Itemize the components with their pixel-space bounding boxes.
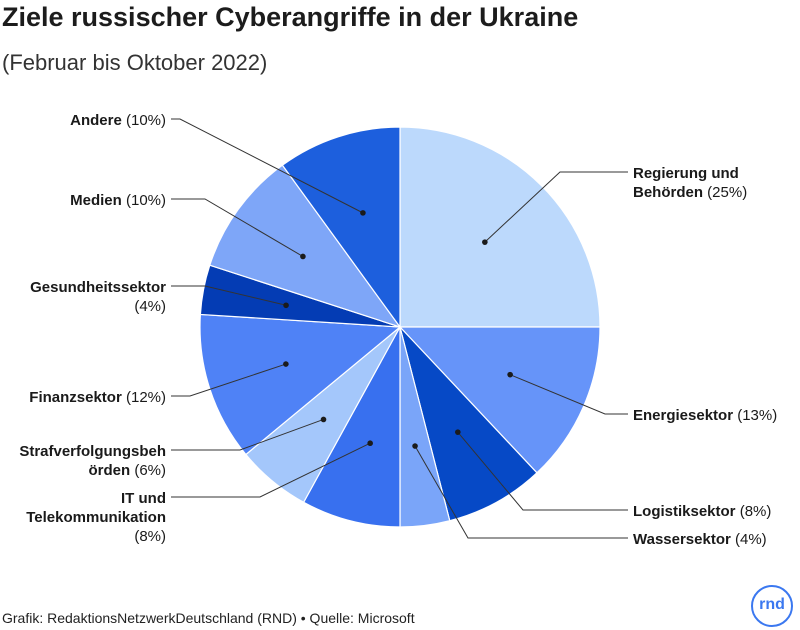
leader-dot-3: [455, 429, 461, 435]
leader-line-10: [171, 118, 364, 214]
rnd-logo: rnd: [751, 585, 793, 627]
pie-slice-1: [399, 126, 601, 328]
slice-label-7: Finanzsektor (12%): [29, 389, 166, 406]
slice-label-1: Regierung und Behörden (25%): [633, 165, 747, 201]
leader-dot-9: [300, 253, 306, 260]
slice-label-10: Andere (10%): [70, 112, 166, 129]
leader-dot-7: [283, 361, 289, 367]
slice-label-3: Logistiksektor (8%): [633, 503, 771, 520]
leader-dot-6: [320, 416, 327, 423]
leader-line-2: [509, 374, 628, 415]
leader-line-1: [484, 171, 628, 243]
pie-chart: Regierung und Behörden (25%) Energiesektor…: [19, 112, 777, 548]
leader-dot-5: [367, 440, 373, 447]
leader-line-8: [171, 285, 287, 306]
leader-dot-4: [412, 443, 418, 449]
leader-dot-10: [360, 210, 366, 216]
slice-label-9: Medien (10%): [70, 192, 166, 209]
pie-slice-2: [398, 326, 601, 474]
source-credit: Grafik: RedaktionsNetzwerkDeutschland (R…: [2, 610, 415, 626]
chart-title: Ziele russischer Cyberangriffe in der Uk…: [2, 2, 579, 32]
leader-line-6: [171, 418, 324, 451]
pie-slice-10: [281, 126, 401, 329]
leader-line-9: [171, 198, 304, 257]
leader-line-5: [171, 442, 371, 498]
slice-label-6: Strafverfolgungsbeh örden (6%): [19, 443, 166, 479]
pie-slice-5: [302, 326, 401, 528]
leader-line-7: [171, 363, 287, 397]
slice-label-4: Wassersektor (4%): [633, 531, 767, 548]
leader-dot-1: [482, 239, 488, 245]
pie-slice-7: [199, 313, 402, 456]
chart-subtitle: (Februar bis Oktober 2022): [2, 50, 268, 75]
leader-dot-8: [283, 302, 289, 309]
leader-line-4: [414, 445, 628, 539]
slice-label-5: IT und Telekommunikation (8%): [26, 490, 166, 545]
slice-label-2: Energiesektor (13%): [633, 407, 777, 424]
leader-dot-2: [507, 371, 513, 378]
slice-label-8: Gesundheitssektor (4%): [30, 279, 166, 315]
pie-slice-3: [399, 326, 538, 522]
leader-line-3: [457, 431, 628, 511]
